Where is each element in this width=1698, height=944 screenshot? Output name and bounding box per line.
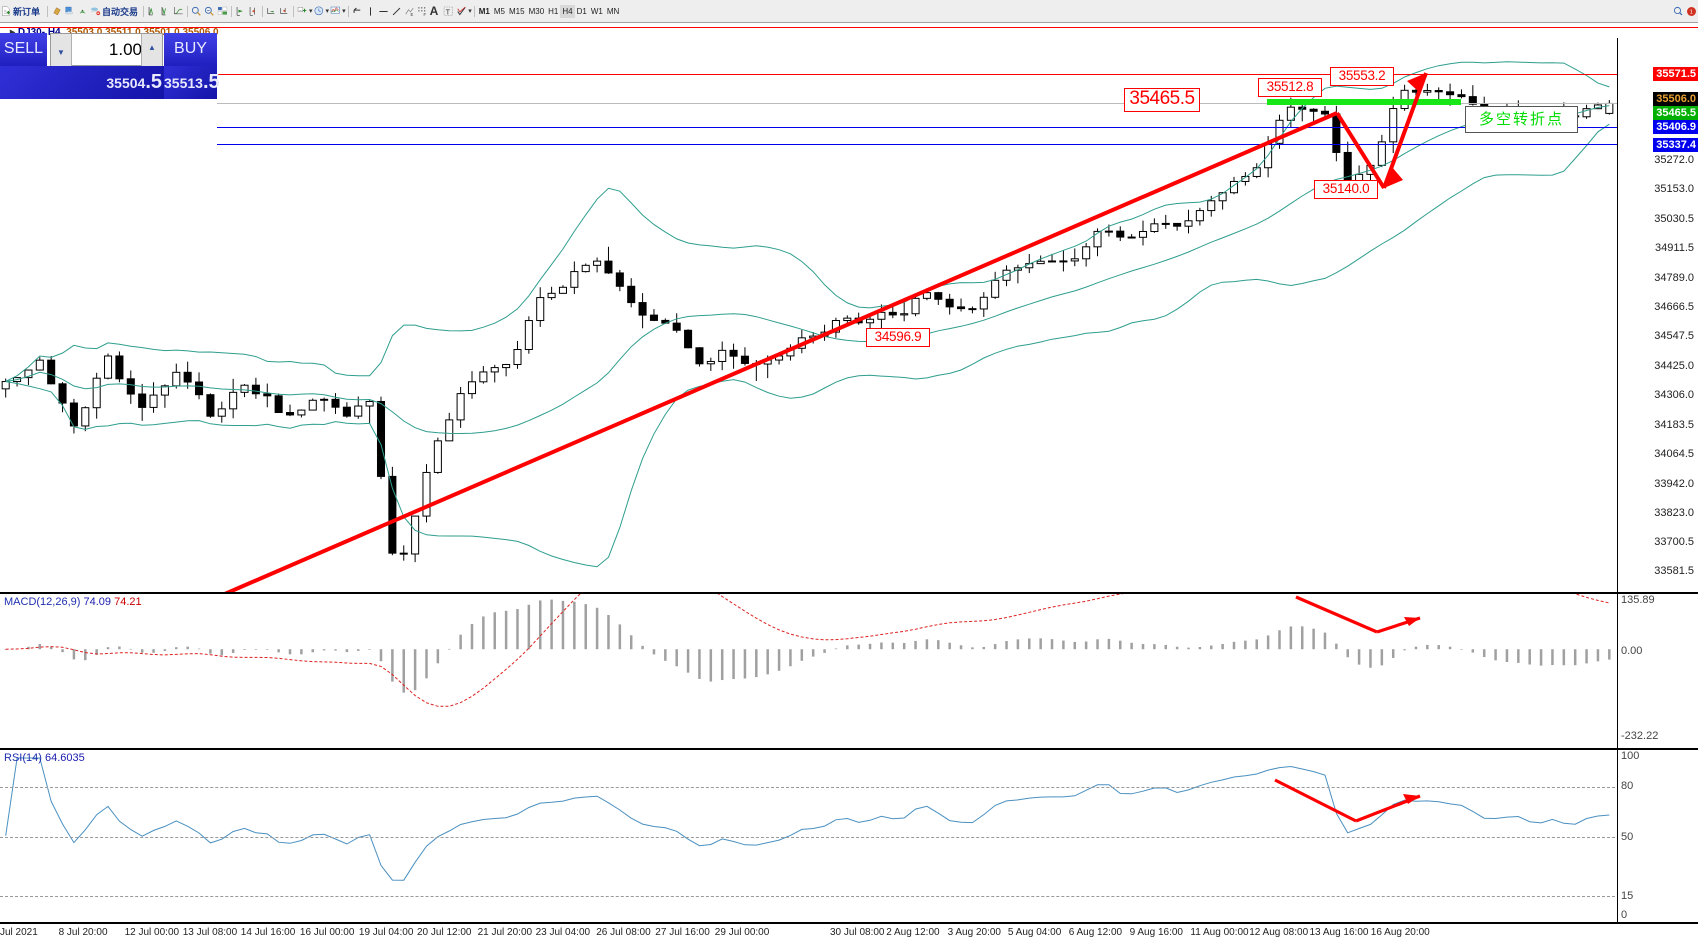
- svg-text:1: 1: [1690, 9, 1693, 15]
- svg-text:E: E: [410, 11, 413, 16]
- svg-text:F: F: [423, 11, 426, 16]
